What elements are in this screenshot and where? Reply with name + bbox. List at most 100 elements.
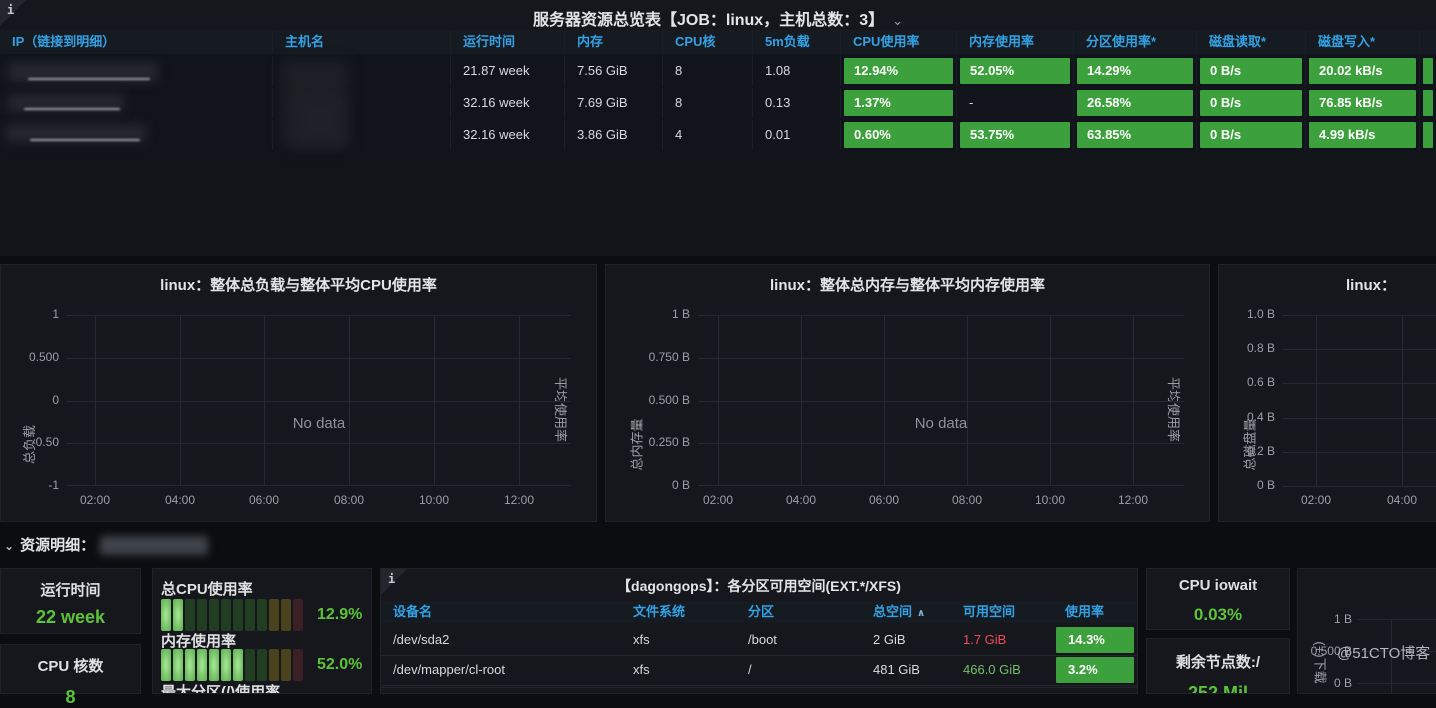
x-tick: 08:00 [951,493,983,507]
overview-panel-titlebar: i 服务器资源总览表【JOB：linux，主机总数：3】 ⌄ [0,0,1436,30]
col-header-memory[interactable]: 内存 [565,30,663,54]
col-header-usage[interactable]: 使用率 [1065,604,1105,619]
cell-ip-redacted[interactable] [0,120,273,150]
watermark: @51CTO博客 [1337,645,1431,662]
col-header-ip[interactable]: IP（链接到明细） [0,30,273,54]
x-tick: 02:00 [1300,493,1332,507]
redaction-streak [28,78,150,80]
col-header-disk-write[interactable]: 磁盘写入* [1306,30,1420,54]
stat-title[interactable]: 剩余节点数:/ [1175,654,1261,671]
y-tick: 0.6 B [1246,375,1275,389]
plot-area[interactable] [1283,315,1436,487]
chart-panel-memory: linux：整体总内存与整体平均内存使用率 总内存量 平均使用率 1 B 0.7… [605,264,1210,522]
cell-ip-redacted[interactable] [0,88,273,118]
network-chart-panel: 1 B 0.500 B 0 B (+)下载 [1297,568,1436,694]
led-gauge-memory [161,649,303,681]
gauge-label: 总CPU使用率 [161,581,253,598]
y-tick: 0.2 B [1246,444,1275,458]
plot-area[interactable]: No data [698,315,1184,486]
cell-total: 481 GiB [873,662,920,677]
col-header-mem-usage[interactable]: 内存使用率 [957,30,1074,54]
col-header-total[interactable]: 总空间 ∧ [873,604,926,619]
chart-title[interactable]: linux：整体总内存与整体平均内存使用率 [769,277,1045,294]
cell-disk-read: 0 B/s [1197,56,1306,86]
cell-device: /dev/sda2 [393,632,450,647]
stat-title[interactable]: CPU iowait [1178,577,1258,594]
col-header-partition[interactable]: 分区 [748,604,775,619]
x-tick: 12:00 [503,493,535,507]
col-header-disk-read[interactable]: 磁盘读取* [1197,30,1306,54]
y-tick: 0 [52,393,59,407]
cell-ip-redacted[interactable] [0,56,273,86]
x-tick: 12:00 [1117,493,1149,507]
chart-title[interactable]: linux：整体总负载与整体平均CPU使用率 [160,277,437,294]
col-header-cpu-cores[interactable]: CPU核 [663,30,753,54]
col-header-hostname[interactable]: 主机名 [273,30,451,54]
details-section-header[interactable]: ⌄ 资源明细： [0,534,95,556]
col-header-partition-usage[interactable]: 分区使用率* [1074,30,1197,54]
cell-disk-write: 20.02 kB/s [1306,56,1420,86]
cpu-iowait-stat-panel: CPU iowait 0.03% [1146,568,1290,630]
y-tick: -1 [48,478,59,492]
gauge-value: 52.0% [317,656,363,673]
cell-cores: 8 [663,88,753,118]
sort-asc-icon[interactable]: ∧ [917,608,926,619]
gauge-row: 12.9% [161,599,362,631]
disk-panel-title[interactable]: 【dagongops】：各分区可用空间(EXT.*/XFS) [617,578,901,594]
info-icon[interactable]: i [388,572,396,586]
chart-panel-disk: linux： 总磁盘量 1.0 B 0.8 B 0.6 B 0.4 B 0.2 … [1218,264,1436,522]
gauge-row: 52.0% [161,649,362,681]
y-axis-label-left: (+)下载 [1312,641,1328,684]
y-tick: 1 B [1333,612,1352,626]
col-header-available[interactable]: 可用空间 [963,604,1016,619]
x-tick: 02:00 [702,493,734,507]
gauge-label: 最大分区(/)使用率 [161,684,281,694]
cell-disk-write: 76.85 kB/s [1306,88,1420,118]
cell-partition-usage: 26.58% [1074,88,1197,118]
overview-panel-title[interactable]: 服务器资源总览表【JOB：linux，主机总数：3】 ⌄ [0,6,1436,30]
panel-info-corner[interactable] [0,0,26,26]
col-header-filesystem[interactable]: 文件系统 [633,604,686,619]
col-header-uptime[interactable]: 运行时间 [451,30,565,54]
cell-mem-usage: - [957,88,1074,118]
chevron-down-icon[interactable]: ⌄ [892,13,904,28]
gauge-value: 12.9% [317,606,363,623]
cell-cores: 8 [663,56,753,86]
cell-hostname-redacted [273,56,451,86]
y-tick: 0.500 B [648,393,690,407]
inodes-stat-panel: 剩余节点数:/ 252 Mil [1146,638,1290,694]
chart-title[interactable]: linux： [1346,277,1397,294]
table-row: 21.87 week 7.56 GiB 8 1.08 12.94% 52.05%… [0,56,1436,86]
cell-load: 1.08 [753,56,841,86]
chevron-down-icon[interactable]: ⌄ [4,539,15,553]
x-tick: 04:00 [1386,493,1418,507]
row-divider [381,687,1137,688]
gauge-label: 内存使用率 [161,633,237,650]
col-header-load5m[interactable]: 5m负载 [753,30,841,54]
info-icon[interactable]: i [7,3,15,17]
panel-info-corner[interactable] [381,569,407,595]
cell-hostname-redacted [273,88,451,118]
x-tick: 04:00 [785,493,817,507]
redaction-streak [30,139,140,141]
led-gauge-cpu [161,599,303,631]
redaction-blur-hostname [296,98,344,144]
x-tick: 10:00 [418,493,450,507]
cell-hostname-redacted [273,120,451,150]
plot-area[interactable] [1358,619,1436,693]
redaction-blur-details [100,536,208,555]
col-header-device[interactable]: 设备名 [393,604,433,619]
cell-cores: 4 [663,120,753,150]
x-tick: 10:00 [1034,493,1066,507]
cell-mem-usage: 53.75% [957,120,1074,150]
cpu-cores-stat-panel: CPU 核数 8 [0,644,141,707]
col-header-cpu-usage[interactable]: CPU使用率 [841,30,957,54]
plot-area[interactable]: No data [67,315,571,486]
chart-panel-load-cpu: linux：整体总负载与整体平均CPU使用率 总负载 平均使用率 1 0.500… [0,264,597,522]
cell-usage: 14.3% [1053,625,1137,655]
stat-title[interactable]: CPU 核数 [37,658,104,675]
details-section-label: 资源明细： [20,537,96,554]
stat-title[interactable]: 运行时间 [40,582,101,599]
overview-table-header-row: IP（链接到明细） 主机名 运行时间 内存 CPU核 5m负载 CPU使用率 内… [0,30,1436,54]
redaction-streak [24,108,120,110]
